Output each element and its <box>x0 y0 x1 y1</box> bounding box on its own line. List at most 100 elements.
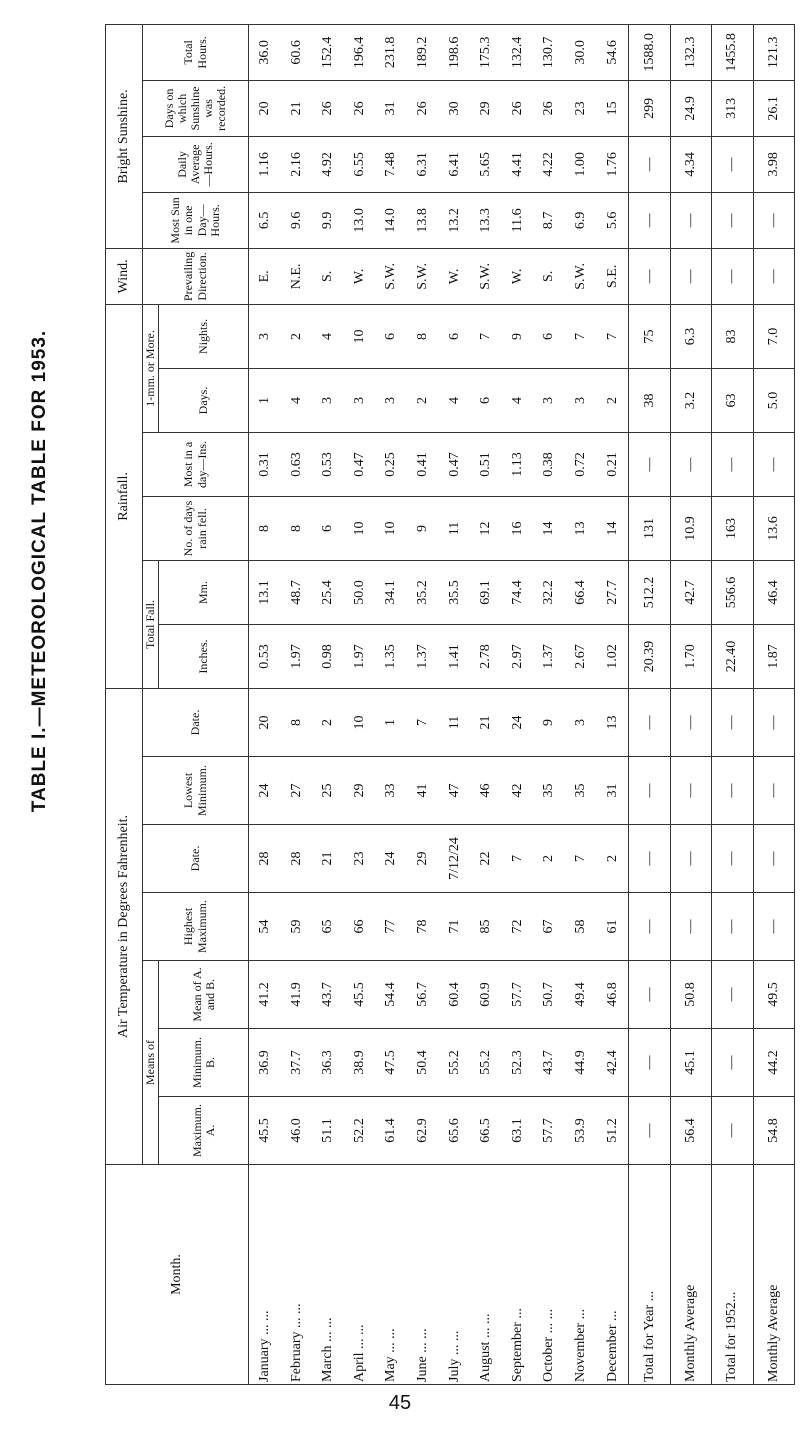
cell: 41.2 <box>248 960 281 1029</box>
cell: 35 <box>533 756 566 825</box>
cell: 8 <box>280 496 313 561</box>
table-row: January ... ... 45.5 36.9 41.2 54 28 24 20 0.53 1… <box>248 24 281 1385</box>
cell: 0.25 <box>375 432 408 497</box>
cell: 67 <box>533 892 566 961</box>
cell: — <box>711 756 754 825</box>
cell: 46 <box>470 756 502 825</box>
cell: 1588.0 <box>628 24 671 81</box>
table-row: Total for Year ... — — — — — — —20.39 512.2 131—3… <box>628 24 671 1385</box>
cell: 6.5 <box>248 192 281 249</box>
cell: 14 <box>596 496 629 561</box>
column-header: Most in a day—Ins. <box>142 432 249 497</box>
cell: 0.31 <box>248 432 281 497</box>
cell: 0.38 <box>533 432 566 497</box>
cell: 56.4 <box>670 1096 712 1165</box>
cell: 132.3 <box>670 24 712 81</box>
cell: — <box>628 248 671 305</box>
cell: 60.9 <box>470 960 502 1029</box>
cell: — <box>670 824 712 893</box>
cell: 8.7 <box>533 192 566 249</box>
cell: 13.2 <box>438 192 471 249</box>
cell: 50.4 <box>407 1028 439 1097</box>
cell: 2 <box>596 368 629 433</box>
cell: 9 <box>533 688 566 757</box>
cell: 6.31 <box>407 136 439 193</box>
cell: 1.41 <box>438 624 471 689</box>
cell: — <box>628 892 671 961</box>
group-header: 1-mm. or More. <box>142 304 159 433</box>
cell: 0.63 <box>280 432 313 497</box>
cell: 35 <box>565 756 597 825</box>
cell: 4 <box>312 304 344 369</box>
cell: — <box>670 432 712 497</box>
cell: 1.16 <box>248 136 281 193</box>
cell: 24.9 <box>670 80 712 137</box>
cell: 2 <box>280 304 313 369</box>
cell: 32.2 <box>533 560 566 625</box>
cell: — <box>670 892 712 961</box>
cell: 71 <box>438 892 471 961</box>
cell: 50.0 <box>344 560 376 625</box>
table-row: October ... ... 57.7 43.7 50.7 67 2 35 9 1.37 32.… <box>533 24 566 1385</box>
cell: 1.87 <box>753 624 795 689</box>
cell: 3.2 <box>670 368 712 433</box>
cell: 45.5 <box>248 1096 281 1165</box>
cell: 51.1 <box>312 1096 344 1165</box>
cell: — <box>628 688 671 757</box>
cell: — <box>628 136 671 193</box>
table-row: April ... ... 52.2 38.9 45.5 66 23 29 10 1.97 50.… <box>344 24 376 1385</box>
cell: — <box>711 192 754 249</box>
cell: 60.4 <box>438 960 471 1029</box>
cell: 4 <box>280 368 313 433</box>
cell: 53.9 <box>565 1096 597 1165</box>
column-header: No. of days rain fell. <box>142 496 249 561</box>
cell: 52.3 <box>501 1028 534 1097</box>
table-row: November ... 53.9 44.9 49.4 58 7 35 3 2.67 66.4 13… <box>565 24 597 1385</box>
cell: 8 <box>280 688 313 757</box>
row-label: March ... ... <box>312 1164 344 1385</box>
cell: 7 <box>596 304 629 369</box>
cell: W. <box>501 248 534 305</box>
cell: 10 <box>344 304 376 369</box>
cell: 3 <box>565 688 597 757</box>
cell: S.W. <box>375 248 408 305</box>
cell: 14 <box>533 496 566 561</box>
cell: 13.0 <box>344 192 376 249</box>
cell: 77 <box>375 892 408 961</box>
cell: E. <box>248 248 281 305</box>
cell: 1.00 <box>565 136 597 193</box>
cell: — <box>670 688 712 757</box>
cell: — <box>628 192 671 249</box>
cell: 6.9 <box>565 192 597 249</box>
cell: 13.3 <box>470 192 502 249</box>
column-header: Prevailing Direction. <box>142 248 249 305</box>
cell: 1.76 <box>596 136 629 193</box>
column-header: Maximum. A. <box>158 1096 249 1165</box>
cell: 36.3 <box>312 1028 344 1097</box>
meteorological-table: Month. Air Temperature in Degrees Fahren… <box>105 24 795 1385</box>
cell: 54.6 <box>596 24 629 81</box>
cell: 41 <box>407 756 439 825</box>
cell: 5.6 <box>596 192 629 249</box>
cell: 10.9 <box>670 496 712 561</box>
cell: 2.67 <box>565 624 597 689</box>
table-row: July ... ... 65.6 55.2 60.4 71 7/12/24 47 11 1.4… <box>438 24 471 1385</box>
cell: 6.41 <box>438 136 471 193</box>
cell: 26 <box>407 80 439 137</box>
cell: 44.9 <box>565 1028 597 1097</box>
cell: 6.55 <box>344 136 376 193</box>
cell: 83 <box>711 304 754 369</box>
cell: — <box>670 192 712 249</box>
cell: 6 <box>470 368 502 433</box>
cell: 512.2 <box>628 560 671 625</box>
cell: 7.48 <box>375 136 408 193</box>
cell: N.E. <box>280 248 313 305</box>
table-row: June ... ... 62.9 50.4 56.7 78 29 41 7 1.37 35.2 9… <box>407 24 439 1385</box>
cell: 58 <box>565 892 597 961</box>
cell: 2 <box>596 824 629 893</box>
cell: 0.21 <box>596 432 629 497</box>
cell: — <box>711 688 754 757</box>
group-header: Total Fall. <box>142 560 159 689</box>
cell: 196.4 <box>344 24 376 81</box>
cell: 21 <box>470 688 502 757</box>
